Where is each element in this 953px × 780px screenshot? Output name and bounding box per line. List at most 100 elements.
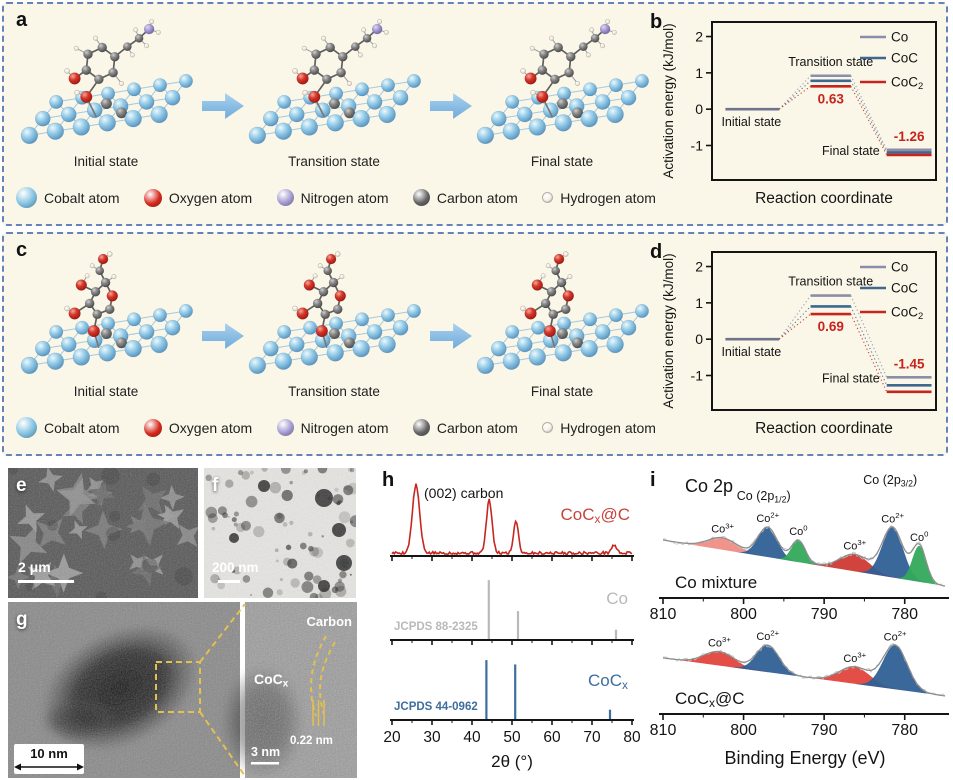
atom-sphere-icon xyxy=(143,418,162,437)
svg-text:JCPDS 44-0962: JCPDS 44-0962 xyxy=(394,701,478,713)
svg-text:Reaction coordinate: Reaction coordinate xyxy=(755,190,893,207)
svg-text:CoC: CoC xyxy=(891,51,918,66)
legend-label: Nitrogen atom xyxy=(300,419,389,436)
panel-cd-box: c Initial state Transition state Final s… xyxy=(2,232,948,456)
atom-sphere-icon xyxy=(16,187,37,208)
legend-label: Carbon atom xyxy=(436,189,518,206)
svg-text:Activation energy (kJ/mol): Activation energy (kJ/mol) xyxy=(661,23,676,178)
svg-text:80: 80 xyxy=(623,729,640,746)
panel-label-b: b xyxy=(650,11,663,33)
state-label: Transition state xyxy=(288,384,380,399)
legend-label: Oxygen atom xyxy=(168,189,253,206)
state-label: Initial state xyxy=(73,154,139,169)
legend-label: Cobalt atom xyxy=(44,419,120,436)
svg-text:Co3+: Co3+ xyxy=(708,635,731,649)
sem-image: 2 μm xyxy=(6,464,200,603)
svg-text:2 μm: 2 μm xyxy=(18,559,51,575)
svg-text:Co: Co xyxy=(891,30,908,45)
svg-text:810: 810 xyxy=(650,606,677,623)
svg-text:Co2+: Co2+ xyxy=(881,511,904,525)
legend-label: Hydrogen atom xyxy=(560,419,656,436)
dft-scene-a-initial xyxy=(16,16,196,156)
legend-label: Hydrogen atom xyxy=(560,189,656,206)
svg-text:780: 780 xyxy=(891,722,918,739)
svg-text:1: 1 xyxy=(695,295,703,311)
atom-sphere-icon xyxy=(276,419,294,436)
svg-text:790: 790 xyxy=(811,606,838,623)
panel-label-c: c xyxy=(16,239,28,261)
svg-text:CoCx: CoCx xyxy=(588,671,628,692)
svg-text:2: 2 xyxy=(695,29,703,45)
svg-text:Co0: Co0 xyxy=(789,524,807,538)
svg-text:Final state: Final state xyxy=(822,371,880,385)
svg-text:Reaction coordinate: Reaction coordinate xyxy=(755,420,893,437)
svg-text:810: 810 xyxy=(650,722,677,739)
svg-text:-1.45: -1.45 xyxy=(894,356,925,371)
svg-text:Co3+: Co3+ xyxy=(843,538,866,552)
legend-item: Cobalt atom xyxy=(16,417,119,438)
legend-item: Oxygen atom xyxy=(143,418,253,437)
svg-text:60: 60 xyxy=(543,729,561,746)
dft-scene-c-initial xyxy=(16,246,196,386)
activation-energy-chart-b: 2 1 0 -1 Activation energy (kJ/mol) Transitio… xyxy=(660,6,952,224)
svg-text:CoC2: CoC2 xyxy=(891,75,923,92)
state-label: Initial state xyxy=(73,384,139,399)
atom-sphere-icon xyxy=(276,189,294,206)
svg-text:Initial state: Initial state xyxy=(721,115,781,129)
tem-image: 200 nm xyxy=(204,463,362,602)
svg-text:790: 790 xyxy=(811,722,838,739)
svg-text:1: 1 xyxy=(695,65,703,81)
legend-item: Hydrogen atom xyxy=(542,190,656,206)
arrow-right-icon xyxy=(430,323,472,349)
arrow-right-icon xyxy=(202,323,244,349)
svg-text:0: 0 xyxy=(695,331,703,347)
svg-text:2θ (°): 2θ (°) xyxy=(491,752,533,771)
legend-item: Carbon atom xyxy=(412,189,518,206)
legend-item: Nitrogen atom xyxy=(276,419,389,436)
svg-text:Co mixture: Co mixture xyxy=(675,573,757,592)
legend-item: Carbon atom xyxy=(412,419,518,436)
svg-text:Co2+: Co2+ xyxy=(756,511,779,525)
atom-sphere-icon xyxy=(143,188,162,207)
panel-ab-box: a Initial state Transition state Final s… xyxy=(2,2,948,226)
svg-text:(002) carbon: (002) carbon xyxy=(424,485,503,501)
svg-text:50: 50 xyxy=(503,729,521,746)
svg-text:0.22 nm: 0.22 nm xyxy=(290,735,333,747)
panel-label-a: a xyxy=(16,9,28,31)
atom-sphere-icon xyxy=(412,419,430,436)
dft-scene-a-transition xyxy=(244,16,424,156)
legend-label: Carbon atom xyxy=(436,419,518,436)
legend-label: Oxygen atom xyxy=(168,419,253,436)
svg-text:CoC2: CoC2 xyxy=(891,305,923,322)
svg-text:Co0: Co0 xyxy=(910,529,928,543)
svg-text:2: 2 xyxy=(695,259,703,275)
svg-text:0.69: 0.69 xyxy=(818,319,844,334)
svg-text:CoCx@C: CoCx@C xyxy=(560,505,630,526)
atom-sphere-icon xyxy=(542,192,554,203)
svg-text:Initial state: Initial state xyxy=(721,345,781,359)
svg-text:Co2+: Co2+ xyxy=(756,629,779,643)
dft-scene-c-transition xyxy=(244,246,424,386)
svg-text:Transition state: Transition state xyxy=(788,275,873,289)
legend-label: Cobalt atom xyxy=(44,189,120,206)
legend-item: Cobalt atom xyxy=(16,187,119,208)
atom-legend: Cobalt atom Oxygen atom Nitrogen atom Carbo… xyxy=(16,417,656,438)
arrow-right-icon xyxy=(430,93,472,119)
svg-text:-1: -1 xyxy=(691,137,704,153)
svg-text:JCPDS 88-2325: JCPDS 88-2325 xyxy=(394,621,478,633)
panel-label-d: d xyxy=(650,241,663,263)
dft-scene-c-final xyxy=(472,246,652,386)
atom-sphere-icon xyxy=(412,189,430,206)
svg-text:CoCx: CoCx xyxy=(254,671,289,690)
svg-text:Co3+: Co3+ xyxy=(843,650,866,664)
legend-item: Nitrogen atom xyxy=(276,189,389,206)
svg-text:Final state: Final state xyxy=(822,144,880,158)
hrtem-image: Carbon CoCx 0.22 nm 3 nm 10 nm xyxy=(8,602,357,778)
atom-sphere-icon xyxy=(542,422,554,433)
svg-text:Co: Co xyxy=(606,589,628,608)
panel-label-i: i xyxy=(650,469,656,491)
svg-text:Carbon: Carbon xyxy=(307,614,353,629)
atom-legend: Cobalt atom Oxygen atom Nitrogen atom Carbo… xyxy=(16,187,656,208)
svg-text:780: 780 xyxy=(891,606,918,623)
arrow-right-icon xyxy=(202,93,244,119)
